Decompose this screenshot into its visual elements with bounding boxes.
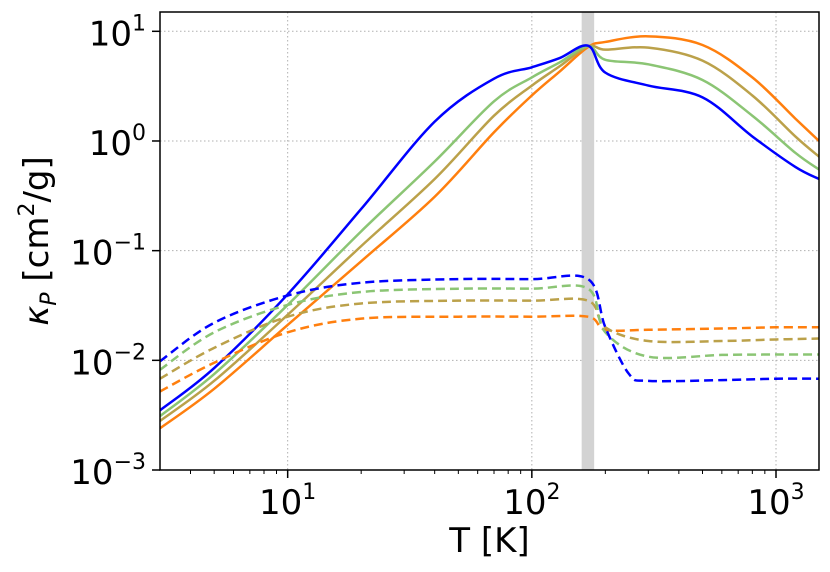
y-tick-label: 10−2 [70, 340, 146, 383]
shaded-band-group [581, 12, 595, 470]
dashed-series-line-7 [160, 274, 819, 383]
solid-series-line-3 [160, 44, 819, 412]
x-tick-label: 103 [747, 480, 804, 523]
x-tick-label: 101 [259, 480, 316, 523]
solid-series-line-2 [160, 45, 819, 418]
dashed-series-line-5 [160, 297, 819, 380]
shaded-band [581, 12, 595, 470]
x-axis-label: T [K] [448, 521, 529, 561]
plot-frame [159, 11, 820, 471]
y-tick-label: 10−3 [70, 450, 146, 493]
y-tick-label: 10−1 [70, 231, 146, 274]
plot-background [160, 12, 819, 470]
tick-labels-group: 101 102 103 10−3 10−2 10−1 100 101 [70, 11, 804, 523]
solid-series-line-0 [160, 35, 819, 430]
y-tick-label: 100 [89, 121, 146, 164]
solid-series-line-1 [160, 44, 819, 422]
series-group [160, 35, 819, 430]
x-tick-label: 102 [503, 480, 560, 523]
dashed-series-line-4 [160, 314, 819, 393]
ticks-group [152, 30, 777, 478]
dashed-series-line-6 [160, 284, 819, 371]
y-axis-label: κP [cm2/g] [15, 156, 62, 326]
y-tick-label: 101 [89, 11, 146, 54]
